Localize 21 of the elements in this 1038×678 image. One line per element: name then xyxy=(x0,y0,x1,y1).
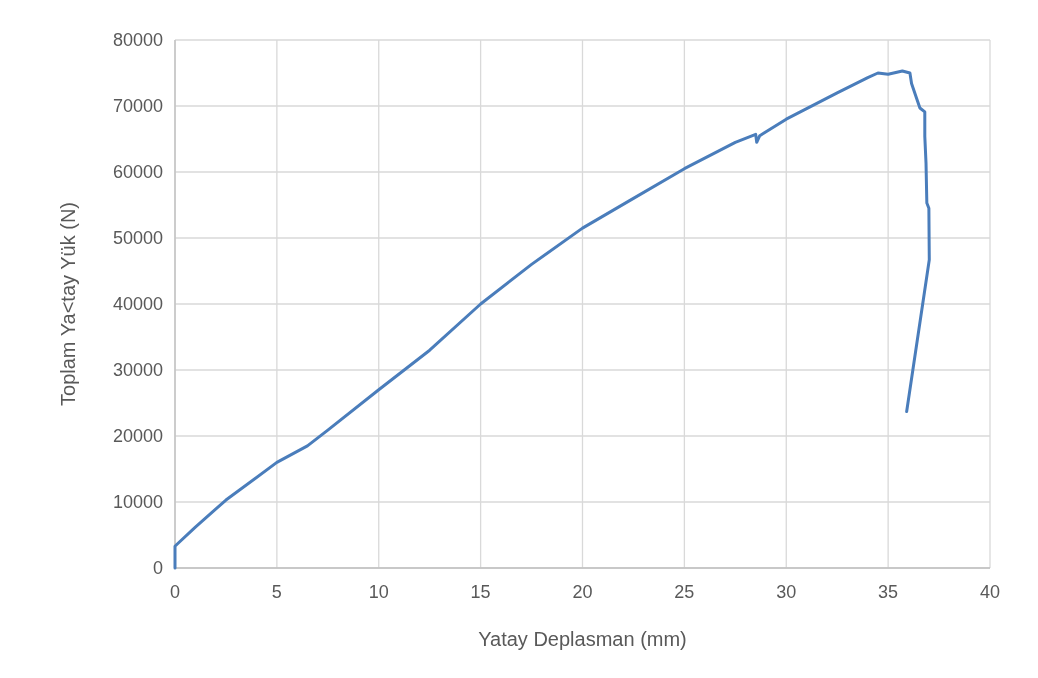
x-tick-label: 30 xyxy=(776,582,797,602)
y-tick-label: 20000 xyxy=(112,426,163,446)
y-tick-label: 40000 xyxy=(112,294,163,314)
y-tick-label: 80000 xyxy=(112,30,163,50)
y-tick-label: 60000 xyxy=(112,162,163,182)
x-axis-title: Yatay Deplasman (mm) xyxy=(478,628,687,650)
x-tick-label: 0 xyxy=(169,582,181,602)
y-tick-label: 0 xyxy=(152,558,163,578)
x-tick-label: 20 xyxy=(572,582,593,602)
x-tick-label: 5 xyxy=(271,582,282,602)
x-tick-label: 15 xyxy=(470,582,491,602)
x-tick-label: 40 xyxy=(979,582,1001,602)
y-tick-label: 30000 xyxy=(112,360,163,380)
y-tick-label: 70000 xyxy=(112,96,163,116)
y-tick-label: 10000 xyxy=(112,492,163,512)
x-tick-label: 35 xyxy=(878,582,899,602)
line-series xyxy=(173,69,931,570)
y-tick-label: 50000 xyxy=(112,228,163,248)
x-tick-label: 25 xyxy=(674,582,695,602)
x-tick-label: 10 xyxy=(368,582,389,602)
y-axis-title: Toplam Ya<tay Yük (N) xyxy=(57,202,79,406)
